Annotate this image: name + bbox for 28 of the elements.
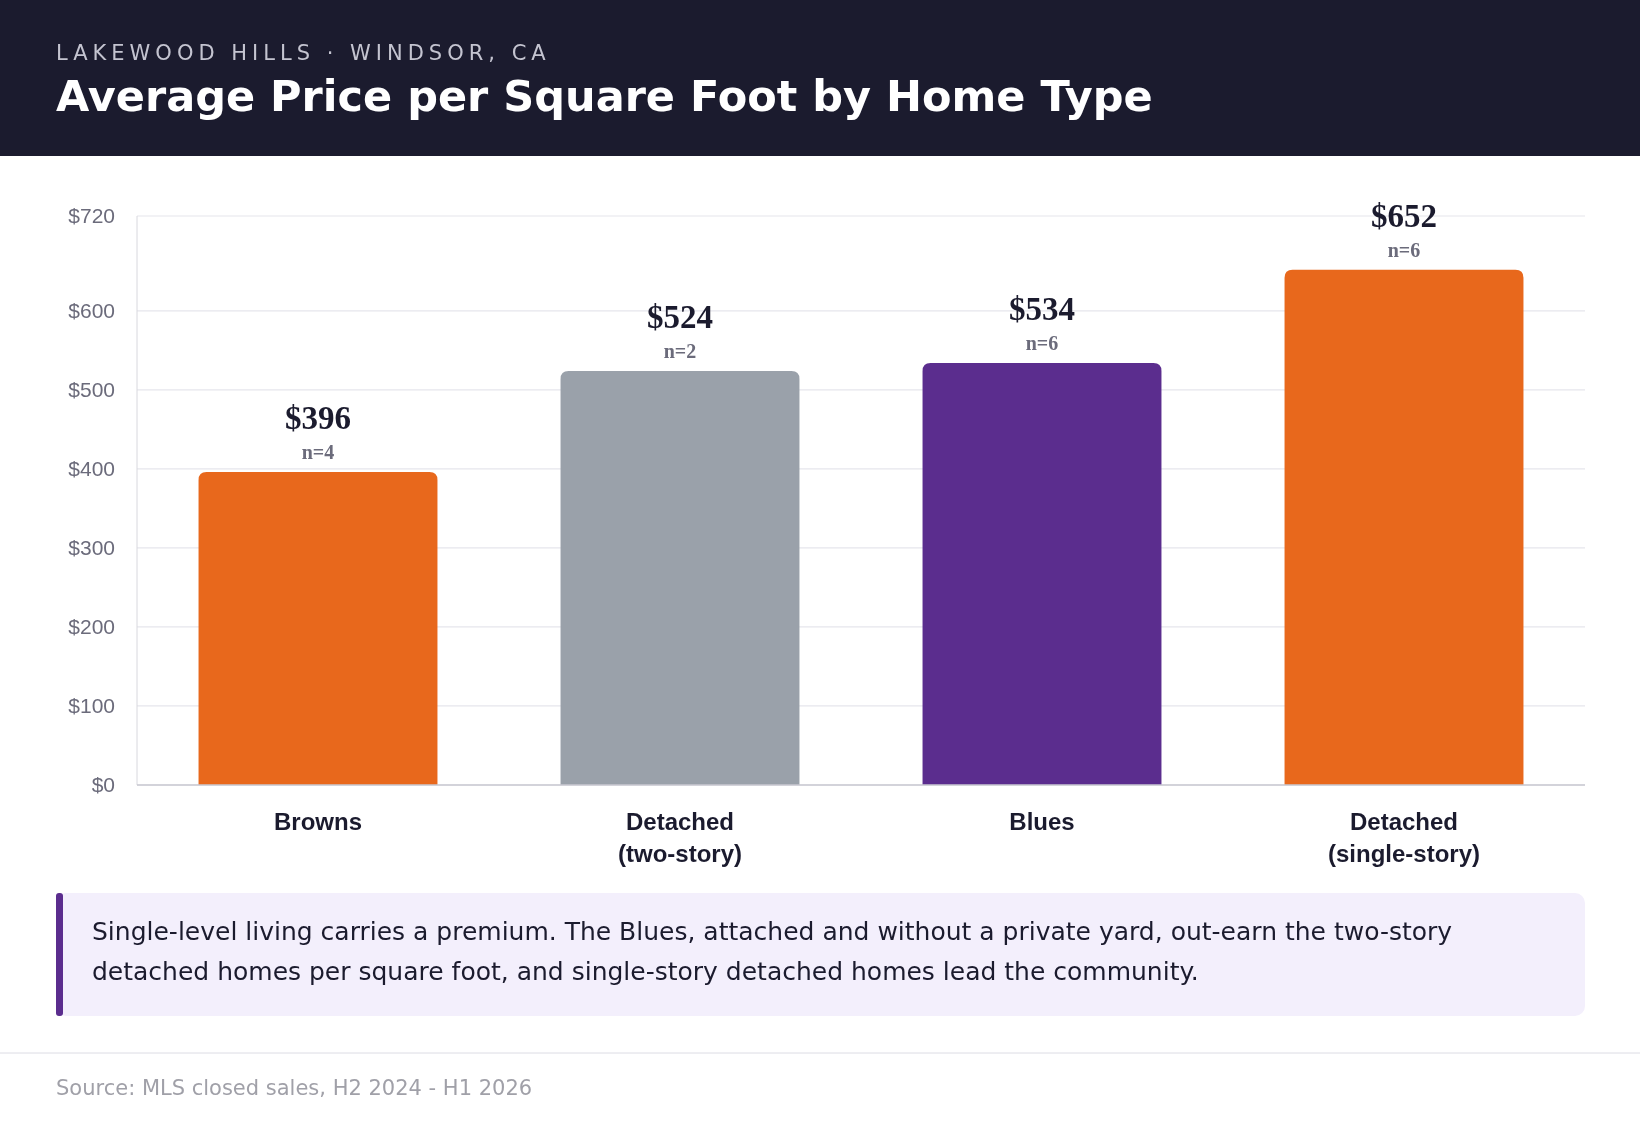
- data-label: $534: [1009, 290, 1075, 327]
- annotation: n=2: [663, 339, 697, 362]
- bar: [1284, 269, 1524, 785]
- data-label: $396: [285, 400, 351, 437]
- annotation: n=6: [1025, 331, 1059, 354]
- x-tick-label: Blues: [1009, 808, 1075, 835]
- x-tick-label: Browns: [273, 808, 363, 835]
- source-note: Source: MLS closed sales, H2 2024 - H1 2026: [56, 1076, 533, 1100]
- chart-subtitle: LAKEWOOD HILLS · WINDSOR, CA: [56, 41, 551, 65]
- y-tick-label: $300: [68, 535, 115, 559]
- y-tick-label: $200: [68, 614, 115, 638]
- bar: [922, 362, 1162, 785]
- chart-title: Average Price per Square Foot by Home Type: [56, 71, 1153, 121]
- y-tick-label: $500: [68, 377, 115, 401]
- text: Single-level living carries a premium. The Blues, attached and without a private yard, out-earn the two-story detached homes per square foot, and single-story detached homes lead the community.: [92, 917, 1453, 986]
- x-tick-label: Detached (two-story): [618, 808, 742, 867]
- y-tick-label: $100: [68, 693, 115, 717]
- bar: [198, 472, 438, 785]
- y-tick-label: $0: [91, 773, 115, 796]
- y-tick-label: $400: [68, 456, 115, 480]
- bar: [560, 370, 800, 785]
- x-tick-label: Detached (single-story): [1327, 808, 1481, 867]
- data-label: $524: [647, 298, 713, 335]
- y-tick-label: $720: [68, 204, 115, 227]
- annotation: n=4: [301, 441, 335, 464]
- y-tick-label: $600: [68, 298, 115, 322]
- annotation: n=6: [1387, 238, 1421, 261]
- data-label: $652: [1371, 197, 1437, 234]
